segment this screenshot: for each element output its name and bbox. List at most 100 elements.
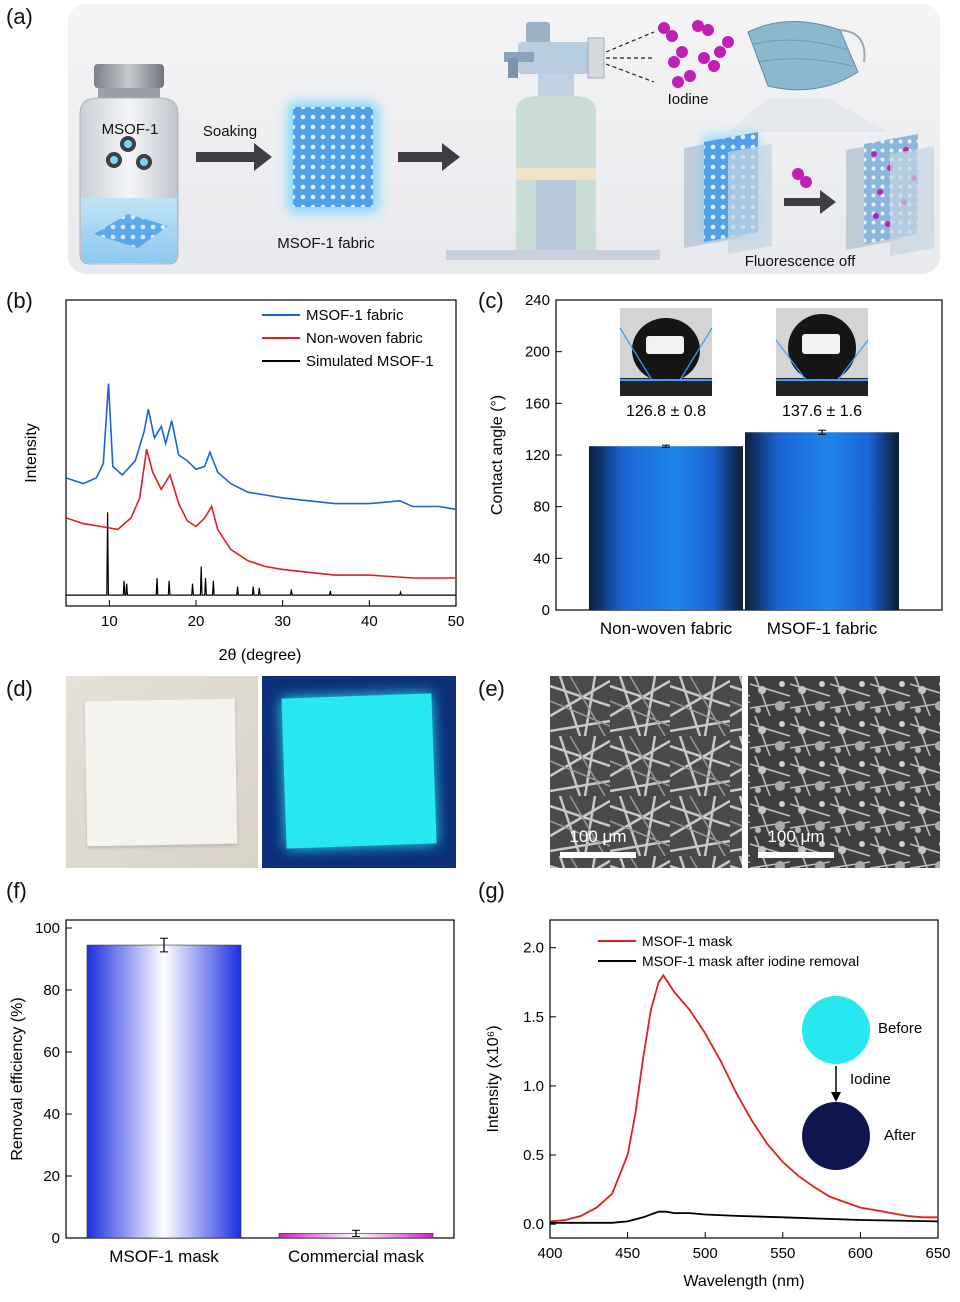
iodine-label: Iodine [668, 91, 709, 108]
panel-label-b: (b) [6, 288, 33, 313]
y-tick-label: 120 [525, 447, 550, 464]
annotation-right: 137.6 ± 1.6 [782, 403, 862, 420]
sem-images: 100 μm 100 μm [550, 676, 940, 868]
scale-bar [758, 852, 834, 858]
spray-lines [605, 31, 655, 83]
y-axis-title: Contact angle (°) [489, 395, 506, 515]
y-tick-label: 240 [525, 292, 550, 309]
vial-icon [79, 64, 179, 265]
x-tick-label: 10 [101, 613, 118, 630]
y-tick-label: 1.0 [523, 1078, 544, 1095]
arrow-head [831, 1092, 841, 1102]
series-line-1 [65, 449, 456, 579]
droplet-image-right [775, 308, 869, 396]
schematic-panel: MSOF-1 Soaking MSOF-1 fabric Iodine [68, 4, 940, 274]
x-category-label: Commercial mask [288, 1247, 425, 1266]
after-color-circle [802, 1102, 870, 1170]
y-axis-title: Intensity (x10⁶) [485, 1025, 502, 1132]
x-tick-label: 550 [770, 1245, 795, 1262]
bar [589, 446, 743, 610]
panel-label-e: (e) [478, 676, 505, 701]
panel-label-a: (a) [6, 4, 33, 29]
contact-angle-chart: 0 40 80 120 160 200 240 Non-woven fabric MSOF-1… [489, 292, 943, 638]
y-tick-label: 0 [52, 1230, 60, 1247]
inset-arrow-label: Iodine [850, 1071, 891, 1088]
bar [745, 432, 899, 610]
arrow-icon [196, 143, 272, 171]
scale-bar-label: 100 μm [767, 827, 824, 846]
y-axis-title: Removal efficiency (%) [9, 997, 26, 1160]
x-tick-label: 50 [448, 613, 465, 630]
photo-non-woven-fabric [66, 676, 258, 868]
droplet-image-left [619, 308, 713, 396]
y-tick-label: 80 [533, 499, 550, 516]
legend-label: MSOF-1 mask [642, 933, 733, 949]
plot-frame [65, 299, 457, 607]
series-line-simulated [66, 512, 456, 596]
x-axis-title: 2θ (degree) [219, 647, 302, 664]
y-tick-label: 160 [525, 395, 550, 412]
fabric-sample [84, 698, 238, 847]
legend-label: MSOF-1 fabric [306, 307, 404, 324]
arrow-icon [398, 143, 460, 171]
y-tick-label: 0.5 [523, 1147, 544, 1164]
y-tick-label: 40 [533, 550, 550, 567]
fluorescence-off-label: Fluorescence off [745, 253, 856, 270]
y-tick-label: 0.0 [523, 1216, 544, 1233]
fabric-label: MSOF-1 fabric [277, 235, 375, 252]
x-tick-label: 500 [693, 1245, 718, 1262]
x-tick-label: 600 [848, 1245, 873, 1262]
y-tick-label: 60 [43, 1044, 60, 1061]
y-tick-label: 80 [43, 982, 60, 999]
x-category-label: MSOF-1 fabric [767, 619, 878, 638]
sem-image-right [748, 676, 940, 868]
photo-msof1-fabric-uv [262, 676, 456, 868]
y-tick-label: 40 [43, 1106, 60, 1123]
bar [86, 944, 242, 1239]
face-mask-icon [728, 21, 888, 132]
panel-label-g: (g) [478, 878, 505, 903]
legend-label: Non-woven fabric [306, 330, 423, 347]
panel-label-f: (f) [6, 878, 27, 903]
mask-layers-before-icon [684, 132, 772, 254]
legend-label: Simulated MSOF-1 [306, 353, 434, 370]
x-tick-label: 20 [188, 613, 205, 630]
series-line-1 [550, 1210, 939, 1224]
xrd-chart: 10 20 30 40 50 2θ (degree) Intensity MSOF-1 … [23, 299, 465, 664]
plot-frame [549, 919, 939, 1239]
gas-cylinder-icon [446, 22, 660, 260]
arrow-icon [784, 190, 836, 214]
iodine-molecule-icon [792, 168, 812, 188]
inset-before-label: Before [878, 1020, 922, 1037]
y-tick-label: 100 [35, 920, 60, 937]
inset-after-label: After [884, 1127, 916, 1144]
fabric-glow-icon [288, 102, 378, 212]
fluorescence-chart: 400 450 500 550 600 650 0.0 0.5 1.0 1.5 2.0 MSOF-1… [485, 919, 950, 1290]
vial-label: MSOF-1 [102, 121, 159, 138]
scale-bar [560, 852, 636, 858]
iodine-molecules-icon [658, 20, 734, 88]
annotation-left: 126.8 ± 0.8 [626, 403, 706, 420]
mask-layers-after-icon [846, 134, 934, 256]
x-tick-label: 400 [537, 1245, 562, 1262]
panel-label-d: (d) [6, 676, 33, 701]
y-tick-label: 200 [525, 344, 550, 361]
legend-label: MSOF-1 mask after iodine removal [642, 953, 859, 969]
x-tick-label: 450 [615, 1245, 640, 1262]
panel-label-c: (c) [478, 288, 504, 313]
y-tick-label: 2.0 [523, 940, 544, 957]
y-tick-label: 20 [43, 1168, 60, 1185]
plot-frame [65, 919, 455, 1239]
y-axis-title: Intensity [23, 423, 40, 483]
sem-image-left [550, 676, 742, 868]
x-category-label: MSOF-1 mask [109, 1247, 219, 1266]
before-color-circle [802, 996, 870, 1064]
scale-bar-label: 100 μm [569, 827, 626, 846]
fluorescent-fabric-sample [281, 693, 437, 849]
series-line-0 [65, 383, 457, 511]
x-tick-label: 650 [925, 1245, 950, 1262]
soaking-label: Soaking [203, 123, 257, 140]
x-tick-label: 40 [361, 613, 378, 630]
x-tick-label: 30 [274, 613, 291, 630]
